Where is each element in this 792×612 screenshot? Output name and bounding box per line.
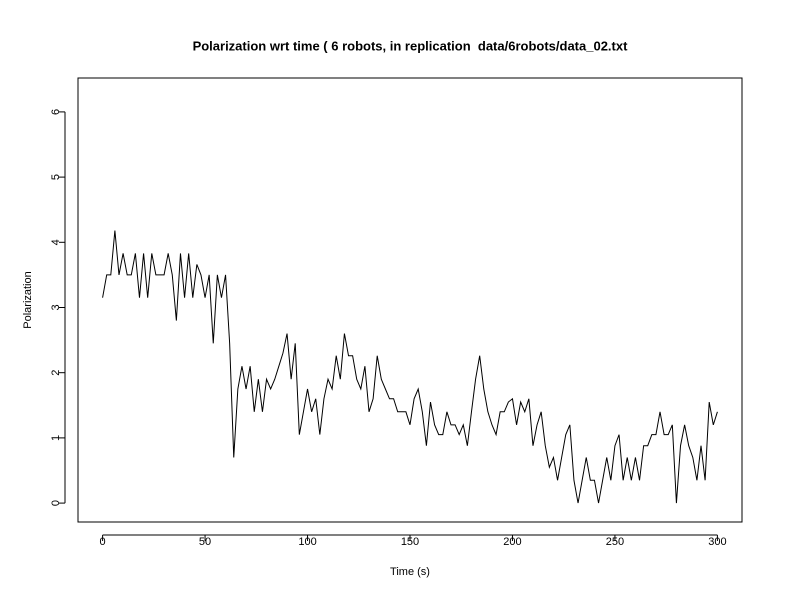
x-tick-label: 100 — [298, 536, 316, 548]
plot-box — [77, 77, 743, 523]
x-tick-label: 300 — [708, 536, 726, 548]
x-tick-label: 150 — [401, 536, 419, 548]
y-tick-label: 5 — [50, 174, 62, 180]
x-tick-label: 200 — [503, 536, 521, 548]
y-tick-label: 6 — [50, 109, 62, 115]
x-axis-label: Time (s) — [390, 566, 430, 578]
x-tick-label: 50 — [199, 536, 211, 548]
y-tick-label: 3 — [50, 304, 62, 310]
y-tick-label: 0 — [50, 500, 62, 506]
chart-title: Polarization wrt time ( 6 robots, in rep… — [193, 38, 629, 53]
data-line — [102, 230, 718, 504]
y-tick-label: 1 — [50, 435, 62, 441]
y-tick-label: 2 — [50, 370, 62, 376]
y-axis-label: Polarization — [22, 271, 34, 328]
x-tick-label: 250 — [606, 536, 624, 548]
x-tick-label: 0 — [100, 536, 106, 548]
y-tick-label: 4 — [50, 239, 62, 245]
